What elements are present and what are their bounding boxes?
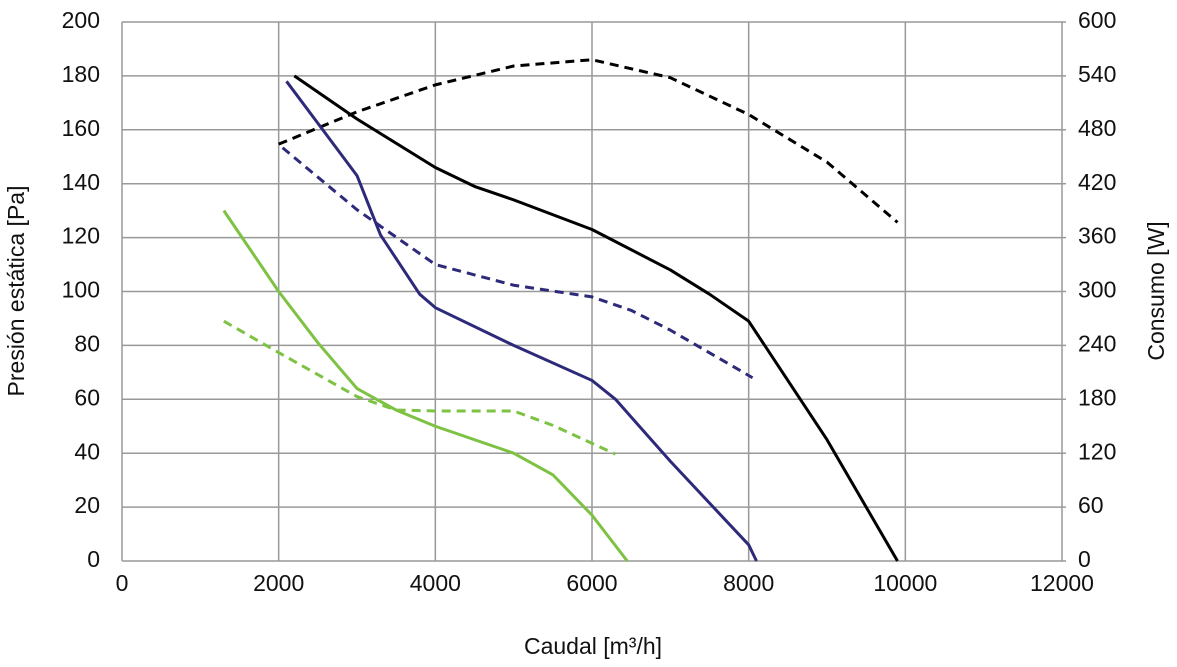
- y-tick-label: 80: [74, 330, 100, 356]
- y2-tick-label: 360: [1078, 223, 1116, 249]
- y2-tick-label: 240: [1078, 330, 1116, 356]
- x-tick-label: 2000: [253, 570, 304, 596]
- line: [222, 209, 629, 562]
- x-tick-label: 0: [116, 570, 129, 596]
- y2-tick-label: 60: [1078, 492, 1104, 518]
- x-tick-label: 12000: [1030, 570, 1094, 596]
- dashed-line: [281, 146, 754, 380]
- x-tick-label: 8000: [723, 570, 774, 596]
- y-tick-label: 120: [62, 223, 100, 249]
- x-tick-label: 4000: [410, 570, 461, 596]
- y-tick-label: 20: [74, 492, 100, 518]
- x-tick-label: 10000: [873, 570, 937, 596]
- y-tick-label: 60: [74, 384, 100, 410]
- y2-tick-label: 300: [1078, 277, 1116, 303]
- y-axis-label: Presión estática [Pa]: [3, 186, 29, 397]
- y-tick-label: 160: [62, 115, 100, 141]
- y-tick-label: 100: [62, 277, 100, 303]
- y-tick-label: 180: [62, 61, 100, 87]
- y-tick-label: 200: [62, 7, 100, 33]
- y-tick-label: 140: [62, 169, 100, 195]
- y2-tick-label: 180: [1078, 384, 1116, 410]
- dashed-line: [223, 319, 617, 456]
- y2-tick-label: 0: [1078, 546, 1091, 572]
- line: [293, 74, 899, 562]
- dashed-line: [278, 58, 899, 224]
- y-tick-label: 0: [87, 546, 100, 572]
- y2-tick-label: 540: [1078, 61, 1116, 87]
- y2-tick-label: 600: [1078, 7, 1116, 33]
- y2-tick-label: 420: [1078, 169, 1116, 195]
- y2-tick-label: 120: [1078, 438, 1116, 464]
- x-tick-label: 6000: [566, 570, 617, 596]
- y-tick-label: 40: [74, 438, 100, 464]
- x-axis-label: Caudal [m³/h]: [524, 633, 662, 659]
- y2-axis-label: Consumo [W]: [1143, 221, 1169, 360]
- line: [285, 80, 758, 562]
- y2-tick-label: 480: [1078, 115, 1116, 141]
